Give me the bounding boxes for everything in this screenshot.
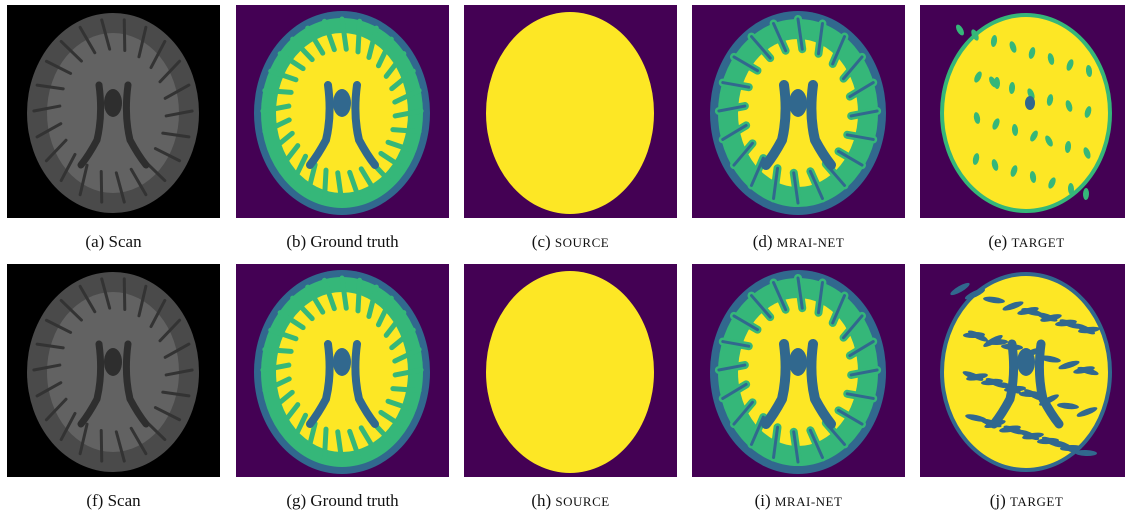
panel: (b) Ground truth: [236, 5, 449, 252]
caption-label: (c): [531, 232, 551, 251]
segmentation-image: [464, 264, 677, 477]
segmentation-image: [7, 264, 220, 477]
caption-label: (f): [86, 491, 104, 510]
caption-text: Scan: [107, 491, 141, 510]
caption: (d) MRAI-NET: [692, 232, 905, 252]
caption-label: (i): [754, 491, 771, 510]
segmentation-image: [7, 5, 220, 218]
caption-label: (b): [286, 232, 307, 251]
caption-text: Scan: [108, 232, 142, 251]
panel: (c) SOURCE: [464, 5, 677, 252]
panel: (d) MRAI-NET: [692, 5, 905, 252]
caption-label: (h): [531, 491, 552, 510]
caption: (f) Scan: [7, 491, 220, 511]
segmentation-image: [692, 264, 905, 477]
caption: (i) MRAI-NET: [692, 491, 905, 511]
caption-text: SOURCE: [555, 494, 610, 509]
caption-text: TARGET: [1011, 235, 1065, 250]
panel: (i) MRAI-NET: [692, 264, 905, 511]
caption: (a) Scan: [7, 232, 220, 252]
caption-text: Ground truth: [310, 491, 399, 510]
caption: (h) SOURCE: [464, 491, 677, 511]
panel: (j) TARGET: [920, 264, 1125, 511]
caption-text: Ground truth: [310, 232, 399, 251]
caption-text: TARGET: [1010, 494, 1064, 509]
segmentation-image: [920, 264, 1125, 477]
caption-label: (e): [988, 232, 1008, 251]
caption-label: (g): [286, 491, 307, 510]
segmentation-image: [920, 5, 1125, 218]
segmentation-image: [692, 5, 905, 218]
panel: (f) Scan: [7, 264, 220, 511]
caption-label: (d): [752, 232, 773, 251]
caption-label: (a): [85, 232, 105, 251]
caption: (g) Ground truth: [236, 491, 449, 511]
caption: (e) TARGET: [920, 232, 1125, 252]
caption-text: SOURCE: [554, 235, 610, 250]
caption: (j) TARGET: [920, 491, 1125, 511]
segmentation-image: [236, 5, 449, 218]
caption-text: MRAI-NET: [776, 235, 845, 250]
caption-label: (j): [989, 491, 1006, 510]
segmentation-image: [236, 264, 449, 477]
panel: (e) TARGET: [920, 5, 1125, 252]
segmentation-image: [464, 5, 677, 218]
panel: (a) Scan: [7, 5, 220, 252]
caption: (c) SOURCE: [464, 232, 677, 252]
caption-text: MRAI-NET: [774, 494, 843, 509]
panel: (g) Ground truth: [236, 264, 449, 511]
caption: (b) Ground truth: [236, 232, 449, 252]
panel: (h) SOURCE: [464, 264, 677, 511]
